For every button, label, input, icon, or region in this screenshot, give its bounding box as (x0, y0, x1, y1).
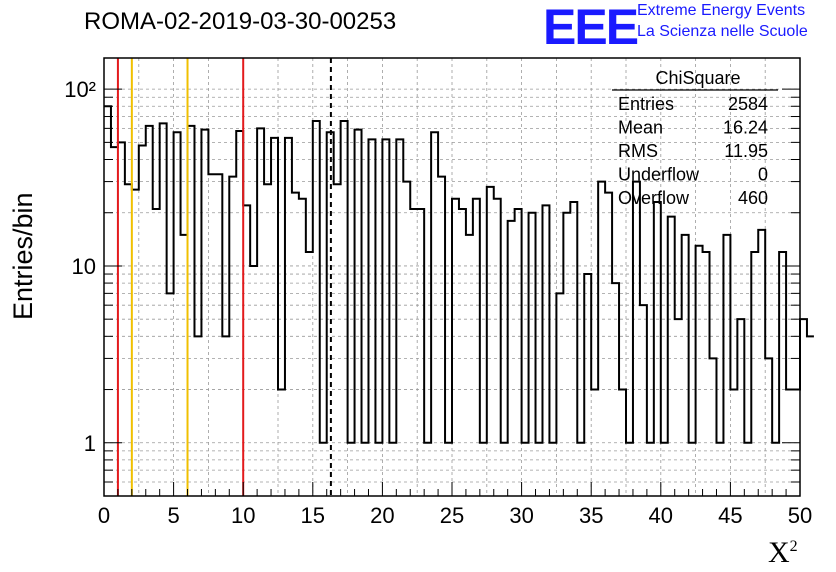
x-tick-label: 30 (509, 503, 533, 528)
eee-logo-line1: Extreme Energy Events (637, 2, 806, 19)
stats-row-label: Entries (618, 94, 674, 114)
x-tick-label: 5 (167, 503, 179, 528)
x-tick-label: 20 (370, 503, 394, 528)
page-title: ROMA-02-2019-03-30-00253 (84, 8, 397, 35)
y-tick-label: 1 (84, 431, 96, 456)
x-tick-label: 0 (98, 503, 110, 528)
x-tick-label: 15 (301, 503, 325, 528)
stats-row-label: Mean (618, 118, 663, 138)
x-tick-label: 50 (788, 503, 812, 528)
stats-row-label: RMS (618, 141, 658, 161)
x-tick-label: 40 (649, 503, 673, 528)
stats-row-value: 460 (738, 188, 768, 208)
stats-row-value: 0 (758, 165, 768, 185)
x-axis-label-exponent: 2 (789, 538, 798, 555)
x-tick-label: 25 (440, 503, 464, 528)
stats-row-value: 16.24 (723, 118, 768, 138)
y-tick-label: 10² (64, 77, 96, 102)
stats-row-label: Underflow (618, 165, 700, 185)
stats-row-value: 11.95 (724, 141, 768, 161)
x-tick-label: 45 (718, 503, 742, 528)
x-tick-label: 35 (579, 503, 603, 528)
stats-row-value: 2584 (728, 94, 768, 114)
y-tick-label: 10 (72, 254, 96, 279)
eee-logo-line2: La Scienza nelle Scuole (637, 23, 808, 40)
histogram-line (104, 105, 814, 444)
stats-box-title: ChiSquare (655, 68, 740, 88)
eee-logo: EEE (543, 0, 639, 55)
stats-row-label: Overflow (618, 188, 690, 208)
x-axis-label: X2 (768, 536, 798, 570)
x-tick-label: 10 (231, 503, 255, 528)
x-axis-label-symbol: X (768, 536, 790, 569)
